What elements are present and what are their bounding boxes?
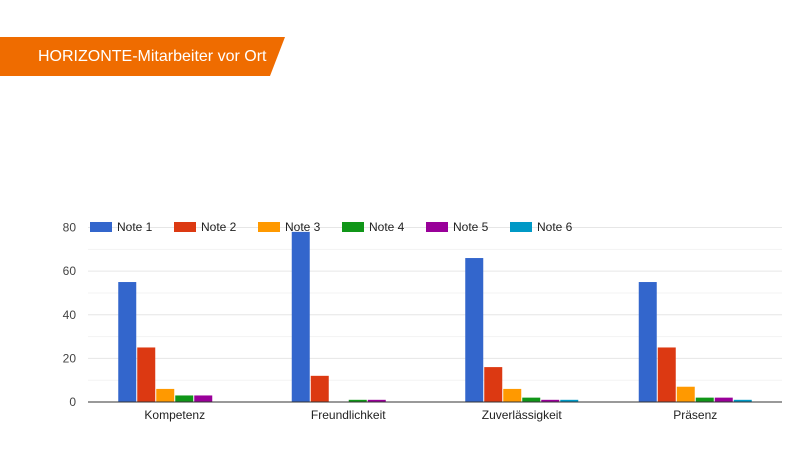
bar [118,282,137,402]
title-banner: HORIZONTE-Mitarbeiter vor Ort [0,37,285,76]
bar [560,399,579,402]
legend-label: Note 3 [285,220,321,234]
legend-label: Note 2 [201,220,237,234]
y-tick-label: 60 [63,264,77,278]
bar [484,367,503,402]
bar [291,231,310,402]
y-tick-label: 20 [63,351,77,365]
bar [733,399,752,402]
category-label: Kompetenz [144,408,205,422]
bar [695,397,714,402]
banner-shape [0,37,285,76]
legend-label: Note 1 [117,220,153,234]
category-label: Zuverlässigkeit [482,408,563,422]
y-tick-label: 80 [63,221,77,235]
bar [367,399,386,402]
legend-swatch [342,222,364,232]
legend-swatch [510,222,532,232]
bar [714,397,733,402]
y-tick-label: 40 [63,308,77,322]
legend-label: Note 5 [453,220,489,234]
bar [522,397,541,402]
bar [348,399,367,402]
bar [194,395,213,402]
bar [156,388,175,402]
bar [541,399,560,402]
bar [676,386,695,402]
bar [638,282,657,402]
bar [503,388,522,402]
bar [657,347,676,402]
y-tick-label: 0 [69,395,76,409]
bar [175,395,194,402]
legend-swatch [258,222,280,232]
category-label: Freundlichkeit [311,408,386,422]
legend-swatch [90,222,112,232]
legend-label: Note 6 [537,220,573,234]
category-label: Präsenz [673,408,717,422]
legend-label: Note 4 [369,220,405,234]
bar [137,347,156,402]
banner-title: HORIZONTE-Mitarbeiter vor Ort [38,48,267,65]
legend-swatch [426,222,448,232]
bar [310,375,329,402]
legend-swatch [174,222,196,232]
bar [465,258,484,402]
